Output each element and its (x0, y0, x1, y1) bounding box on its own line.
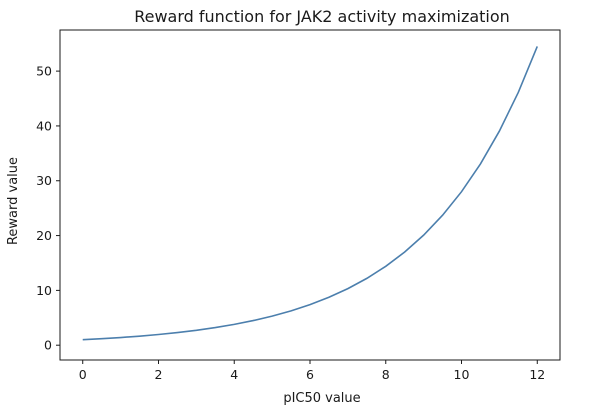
x-axis-label: pIC50 value (283, 391, 360, 406)
plot-frame (59, 29, 561, 361)
x-tick-label: 4 (230, 367, 238, 382)
x-axis: 0 2 4 6 8 10 12 (79, 360, 545, 382)
x-tick-label: 12 (529, 367, 545, 382)
y-tick-label: 0 (44, 338, 52, 353)
y-tick-label: 10 (36, 283, 52, 298)
x-tick-label: 2 (155, 367, 163, 382)
y-axis: 0 10 20 30 40 50 (36, 64, 60, 353)
y-tick-label: 20 (36, 228, 52, 243)
y-axis-label: Reward value (6, 157, 21, 245)
y-tick-label: 40 (36, 118, 52, 133)
y-tick-label: 30 (36, 173, 52, 188)
reward-curve (82, 46, 539, 341)
x-tick-label: 8 (382, 367, 390, 382)
x-tick-label: 6 (306, 367, 314, 382)
x-tick-label: 0 (79, 367, 87, 382)
y-tick-label: 50 (36, 64, 52, 79)
x-tick-label: 10 (454, 367, 470, 382)
chart-title: Reward function for JAK2 activity maximi… (134, 7, 510, 26)
